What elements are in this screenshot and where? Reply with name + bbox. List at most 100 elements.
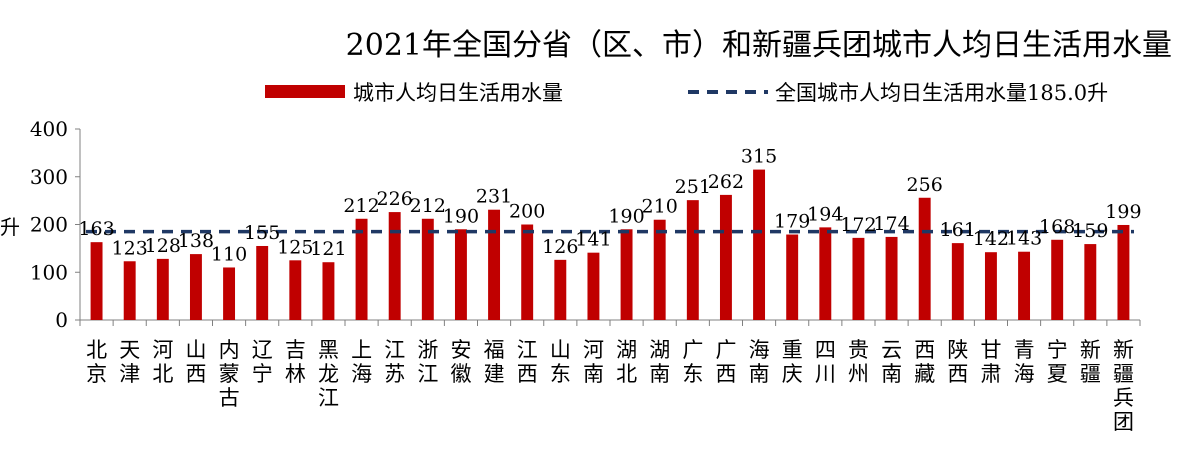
- data-label: 251: [675, 176, 711, 198]
- data-label: 210: [642, 196, 678, 218]
- category-label: 河北: [152, 338, 173, 386]
- bar: [454, 229, 467, 320]
- data-label: 168: [1039, 216, 1075, 238]
- data-label: 155: [244, 222, 280, 244]
- bar: [189, 254, 202, 320]
- data-label: 200: [509, 201, 545, 223]
- category-label: 海南: [749, 338, 770, 386]
- legend-label-reference: 全国城市人均日生活用水量185.0升: [775, 81, 1108, 105]
- bar: [289, 260, 302, 320]
- y-tick-label: 400: [30, 117, 68, 141]
- category-label: 浙江: [417, 338, 438, 386]
- bar: [786, 234, 799, 320]
- data-label: 199: [1105, 201, 1141, 223]
- bar: [753, 169, 766, 320]
- bar: [653, 219, 666, 320]
- bar: [355, 218, 368, 320]
- bars: [90, 169, 1130, 320]
- category-label: 重庆: [782, 338, 803, 386]
- data-label: 125: [277, 236, 313, 258]
- data-label: 142: [973, 228, 1009, 250]
- data-label: 123: [112, 237, 148, 259]
- chart-title: 2021年全国分省（区、市）和新疆兵团城市人均日生活用水量: [346, 28, 1172, 63]
- category-label: 贵州: [848, 338, 869, 386]
- data-label: 172: [840, 214, 876, 236]
- data-label: 212: [343, 195, 379, 217]
- bar: [984, 252, 997, 320]
- data-label: 190: [608, 205, 644, 227]
- data-label: 174: [873, 213, 909, 235]
- y-tick-label: 100: [30, 260, 68, 284]
- data-label: 126: [542, 236, 578, 258]
- bar: [521, 224, 534, 320]
- category-label: 安徽: [450, 338, 471, 386]
- data-label: 194: [807, 203, 843, 225]
- category-label: 四川: [815, 338, 836, 386]
- data-label: 128: [145, 235, 181, 257]
- bar: [90, 242, 103, 320]
- category-label: 吉林: [285, 338, 306, 386]
- category-label: 内蒙古: [219, 338, 240, 410]
- data-label: 262: [708, 171, 744, 193]
- y-axis-label: 升: [0, 215, 20, 239]
- data-label: 179: [774, 211, 810, 233]
- category-label: 山东: [550, 338, 571, 386]
- data-label: 110: [211, 243, 247, 265]
- y-tick-label: 200: [30, 213, 68, 237]
- bar: [156, 258, 169, 320]
- bar: [587, 252, 600, 320]
- bar: [852, 237, 865, 320]
- bar: [421, 218, 434, 320]
- data-label: 138: [178, 230, 214, 252]
- bar: [1018, 251, 1031, 320]
- data-labels: 1631231281381101551251212122262121902312…: [78, 146, 1141, 266]
- data-label: 315: [741, 146, 777, 168]
- category-labels: 北京天津河北山西内蒙古辽宁吉林黑龙江上海江苏浙江安徽福建江西山东河南湖北湖南广东…: [86, 338, 1134, 434]
- bar: [951, 243, 964, 320]
- category-label: 广东: [682, 338, 703, 386]
- legend-swatch-bars: [265, 85, 345, 98]
- bar: [123, 261, 136, 320]
- category-label: 江西: [517, 338, 538, 386]
- bar: [388, 212, 401, 320]
- y-tick-label: 300: [30, 165, 68, 189]
- category-label: 湖北: [616, 338, 637, 386]
- y-tick-label: 0: [55, 308, 68, 332]
- data-label: 159: [1072, 220, 1108, 242]
- category-label: 陕西: [947, 338, 968, 386]
- category-label: 天津: [119, 338, 140, 386]
- category-label: 辽宁: [252, 338, 273, 386]
- bar: [885, 236, 898, 320]
- category-label: 青海: [1014, 338, 1035, 386]
- category-label: 湖南: [649, 338, 670, 386]
- data-label: 226: [377, 188, 413, 210]
- bar: [686, 200, 699, 320]
- bar: [1051, 239, 1064, 320]
- bar: [719, 194, 732, 320]
- data-label: 161: [940, 219, 976, 241]
- category-label: 黑龙江: [318, 338, 339, 410]
- data-label: 121: [310, 238, 346, 260]
- data-label: 143: [1006, 228, 1042, 250]
- category-label: 云南: [881, 338, 902, 386]
- data-label: 256: [907, 174, 943, 196]
- category-label: 宁夏: [1047, 338, 1068, 386]
- category-label: 山西: [185, 338, 206, 386]
- category-label: 河南: [583, 338, 604, 386]
- category-label: 新疆兵团: [1113, 338, 1134, 434]
- legend-label-bars: 城市人均日生活用水量: [353, 81, 563, 105]
- bar: [1117, 224, 1130, 320]
- bar: [256, 245, 269, 320]
- bar: [918, 197, 931, 320]
- category-label: 北京: [86, 338, 107, 386]
- category-label: 上海: [351, 338, 372, 386]
- data-label: 212: [410, 195, 446, 217]
- data-label: 231: [476, 186, 512, 208]
- category-label: 甘肃: [980, 338, 1001, 386]
- bar: [1084, 244, 1097, 320]
- bar: [488, 209, 501, 320]
- bar: [554, 259, 567, 320]
- category-label: 西藏: [914, 338, 935, 386]
- category-label: 江苏: [384, 338, 405, 386]
- data-label: 141: [575, 229, 611, 251]
